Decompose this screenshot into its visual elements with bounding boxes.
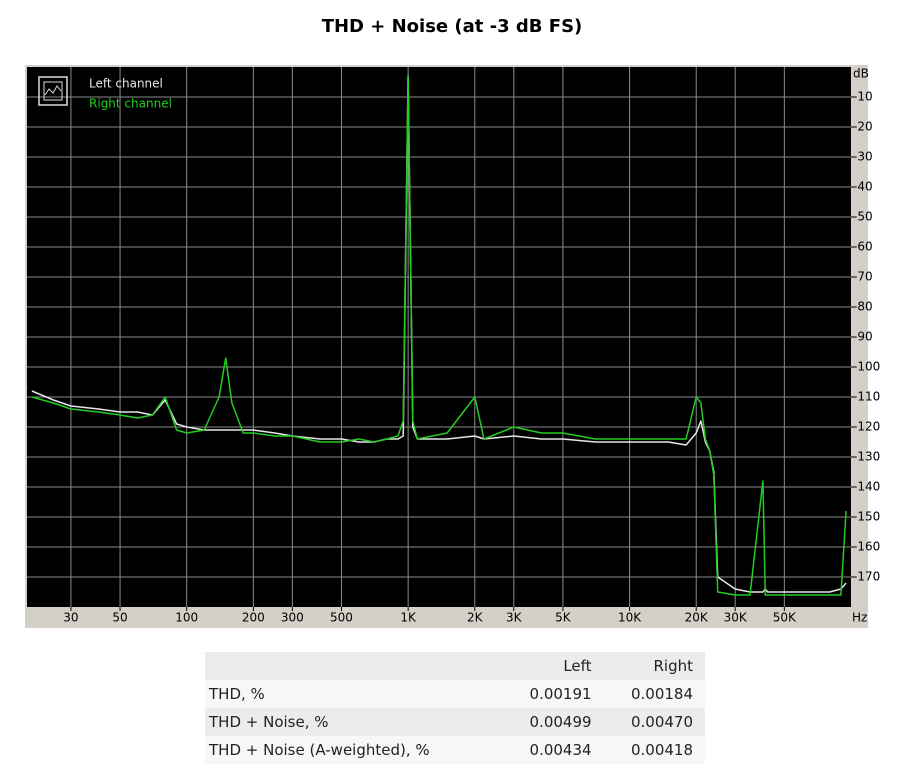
cell-value: 0.00470 [630, 713, 693, 731]
y-tick-label: -90 [853, 330, 873, 344]
table-corner [205, 652, 502, 680]
y-tick-label: -160 [853, 540, 880, 554]
y-tick-label: -60 [853, 240, 873, 254]
legend-icon [38, 76, 68, 106]
chart-title: THD + Noise (at -3 dB FS) [322, 16, 583, 37]
chart: THD + Noise (at -3 dB FS) dB Hz -10 -20 -3… [25, 16, 880, 628]
x-tick-label: 100 [175, 611, 198, 625]
row-label: THD + Noise (A-weighted), % [209, 741, 430, 759]
x-tick-label: 3K [506, 611, 523, 625]
y-tick-label: -10 [853, 90, 873, 104]
table-row: THD, % 0.00191 0.00184 [205, 680, 705, 708]
y-tick-label: -140 [853, 480, 880, 494]
cell-value: 0.00434 [529, 741, 592, 759]
y-tick-label: -110 [853, 390, 880, 404]
x-tick-label: 30K [724, 611, 748, 625]
y-tick-label: -80 [853, 300, 873, 314]
x-tick-label: 200 [242, 611, 265, 625]
y-tick-label: -170 [853, 570, 880, 584]
x-tick-label: 30 [63, 611, 78, 625]
y-tick-label: -150 [853, 510, 880, 524]
y-tick-label: -120 [853, 420, 880, 434]
table-row: THD + Noise, % 0.00499 0.00470 [205, 708, 705, 736]
x-tick-label: 300 [281, 611, 304, 625]
cell-value: 0.00418 [630, 741, 693, 759]
row-label: THD + Noise, % [209, 713, 329, 731]
table-body: Left Right THD, % 0.00191 0.00184 THD + Noise… [205, 652, 705, 764]
row-label: THD, % [209, 685, 265, 703]
series-line [31, 75, 847, 596]
x-unit: Hz [852, 611, 867, 625]
legend-icon-inner [43, 81, 63, 101]
table-header-row: Left Right [205, 652, 705, 680]
y-tick-label: -20 [853, 120, 873, 134]
x-tick-label: 10K [618, 611, 642, 625]
cell-value: 0.00499 [529, 713, 592, 731]
y-tick-label: -30 [853, 150, 873, 164]
table-row: THD + Noise (A-weighted), % 0.00434 0.0041… [205, 736, 705, 764]
x-tick-label: 50K [773, 611, 797, 625]
y-tick-label: -70 [853, 270, 873, 284]
x-tick-label: 50 [112, 611, 127, 625]
x-tick-label: 2K [467, 611, 484, 625]
results-table: Left Right THD, % 0.00191 0.00184 THD + Noise… [205, 652, 705, 764]
y-tick-label: -100 [853, 360, 880, 374]
y-tick-label: -130 [853, 450, 880, 464]
y-tick-label: -40 [853, 180, 873, 194]
x-tick-label: 500 [330, 611, 353, 625]
column-header: Right [653, 657, 694, 675]
x-tick-label: 1K [400, 611, 417, 625]
column-header: Left [563, 657, 592, 675]
y-tick-label: -50 [853, 210, 873, 224]
legend-label: Right channel [89, 97, 172, 111]
cell-value: 0.00191 [529, 685, 592, 703]
y-unit: dB [853, 67, 869, 81]
legend-icon-box [38, 76, 68, 106]
x-tick-label: 5K [555, 611, 572, 625]
legend-label: Left channel [89, 77, 163, 91]
cell-value: 0.00184 [630, 685, 693, 703]
legend-icon-trace [44, 85, 62, 96]
x-tick-label: 20K [685, 611, 709, 625]
